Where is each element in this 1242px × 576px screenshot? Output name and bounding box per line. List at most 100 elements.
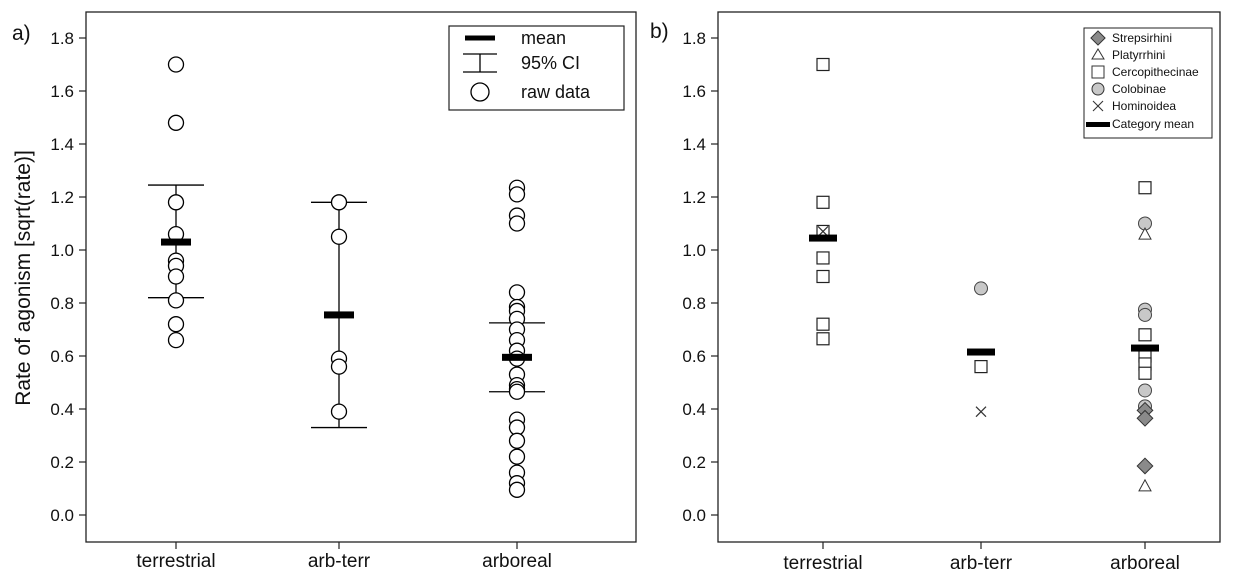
plot-frame-b [717,11,1221,543]
y-tick-label-a: 0.2 [50,453,74,472]
legend-b: Strepsirhini Platyrrhini Cercopithecinae… [1083,27,1213,139]
legend-strepsirhini-label: Strepsirhini [1112,31,1172,45]
raw-data-point [330,194,348,211]
x-ticks-b: terrestrial arb-terr arboreal [783,542,1180,574]
x-tick-label-a: arboreal [482,551,552,572]
y-tick-label-b: 1.2 [682,188,706,207]
raw-data-point [508,215,526,232]
mean-bar [502,353,532,361]
y-tick-label-b: 0.4 [682,400,706,419]
point-strepsirhini [1136,457,1154,475]
x-tick-label-b: arb-terr [950,553,1013,574]
raw-data-point [167,331,185,349]
legend-ci-label: 95% CI [521,53,580,73]
category-mean-bar [967,348,995,356]
point-colobinae [1138,307,1152,322]
mean-bar [161,238,191,246]
y-tick-label-b: 1.0 [682,241,706,260]
y-tick-label-a: 1.4 [50,135,74,154]
legend-hominoidea-label: Hominoidea [1112,99,1176,113]
y-tick-label-a: 1.0 [50,241,74,260]
legend-hominoidea-symbol-b [1092,100,1104,112]
raw-data-point [508,432,526,449]
y-tick-label-a: 1.6 [50,82,74,101]
point-platyrrhini [1138,227,1152,240]
y-tick-label-b: 1.8 [682,29,706,48]
raw-data-point [508,481,526,498]
y-tick-label-a: 1.8 [50,29,74,48]
raw-data-point [167,114,185,131]
legend-platyrrhini-label: Platyrrhini [1112,48,1165,62]
raw-data-point [508,186,526,203]
legend-raw-label: raw data [521,82,591,102]
point-cercopithecinae [816,269,830,284]
x-tick-label-a: arb-terr [308,551,371,572]
point-cercopithecinae [816,251,830,265]
raw-data-point [508,284,526,301]
raw-data-point [330,403,348,420]
point-cercopithecinae [1138,366,1152,380]
marks-b [809,57,1159,492]
y-ticks-a: 0.0 0.2 0.4 0.6 0.8 1.0 1.2 1.4 1.6 1.8 [50,29,86,525]
point-cercopithecinae [1138,181,1152,195]
legend-colobinae-symbol [1091,82,1105,96]
point-strepsirhini [1136,409,1154,427]
x-tick-label-a: terrestrial [136,551,215,572]
y-tick-label-a: 1.2 [50,188,74,207]
y-tick-label-b: 0.0 [682,506,706,525]
category-mean-bar [1131,344,1159,352]
point-cercopithecinae [816,317,830,331]
legend-platyrrhini-symbol [1091,48,1105,60]
legend-a: mean 95% CI raw data [448,25,625,111]
panel-b: b) 0.0 0.2 0.4 0.6 0.8 1.0 1.2 1.4 1.6 1.8 terres… [650,11,1221,574]
mean-bar [324,311,354,319]
raw-data-point [167,268,185,285]
y-tick-label-a: 0.6 [50,347,74,366]
y-tick-label-a: 0.0 [50,506,74,525]
y-tick-label-a: 0.4 [50,400,74,419]
legend-raw-symbol [470,82,490,102]
x-tick-label-b: arboreal [1110,553,1180,574]
legend-cercopithecinae-symbol [1091,65,1105,79]
point-colobinae [1138,383,1152,398]
plot-frame-a [85,11,637,543]
raw-data-point [330,358,348,375]
point-colobinae [974,281,988,296]
legend-category-mean-label: Category mean [1112,117,1194,131]
point-cercopithecinae [974,360,988,374]
legend-cercopithecinae-label: Cercopithecinae [1112,65,1199,79]
y-ticks-b: 0.0 0.2 0.4 0.6 0.8 1.0 1.2 1.4 1.6 1.8 [682,29,718,525]
y-tick-label-b: 1.4 [682,135,706,154]
x-tick-label-b: terrestrial [783,553,862,574]
point-cercopithecinae [1138,328,1152,342]
legend-b-box [1083,27,1213,139]
point-cercopithecinae [816,57,830,72]
y-tick-label-b: 1.6 [682,82,706,101]
legend-mean-label: mean [521,28,566,48]
raw-data-point [330,228,348,245]
y-tick-label-b: 0.6 [682,347,706,366]
x-ticks-a: terrestrial arb-terr arboreal [136,542,552,572]
point-cercopithecinae [816,195,830,209]
point-hominoidea [975,406,987,418]
raw-data-point [167,316,185,333]
legend-category-mean-symbol [1086,122,1110,127]
panel-a: a) Rate of agonism [sqrt(rate)] 0.00.20.… [12,11,637,572]
y-axis-label: Rate of agonism [sqrt(rate)] [12,150,35,406]
y-tick-label-a: 0.8 [50,294,74,313]
raw-data-point [508,448,526,465]
legend-strepsirhini-symbol [1090,30,1106,46]
marks-a [148,56,545,498]
y-tick-label-b: 0.8 [682,294,706,313]
y-tick-label-b: 0.2 [682,453,706,472]
raw-data-point [167,56,185,73]
panel-b-label: b) [650,20,669,43]
point-platyrrhini [1138,478,1152,492]
legend-mean-symbol [465,35,495,41]
panel-a-label: a) [12,22,31,45]
raw-data-point [167,292,185,309]
raw-data-point [508,383,526,400]
category-mean-bar [809,234,837,242]
raw-data-point [167,194,185,211]
